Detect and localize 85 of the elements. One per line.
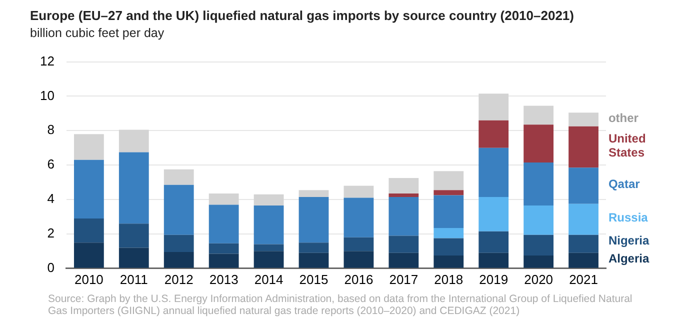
bar: [254, 251, 284, 268]
bar: [478, 94, 509, 120]
bar: [164, 184, 194, 235]
bar: [568, 234, 598, 253]
bar: [524, 124, 554, 163]
bar: [478, 196, 509, 232]
bar: [298, 252, 329, 268]
bar: [74, 160, 104, 218]
bar: [74, 218, 104, 243]
bar: [524, 162, 554, 206]
bar: [164, 252, 194, 268]
y-tick-label: 10: [40, 88, 54, 103]
bar: [568, 252, 598, 268]
bar: [478, 120, 509, 148]
x-tick-label: 2018: [434, 272, 464, 287]
series-label: United States: [608, 131, 646, 160]
bar: [568, 126, 598, 168]
y-tick-label: 6: [47, 156, 54, 172]
x-tick-label: 2020: [524, 272, 554, 287]
bar: [164, 169, 194, 185]
bar: [568, 168, 598, 204]
x-tick-label: 2014: [254, 272, 284, 287]
series-label: Qatar: [608, 177, 640, 192]
bar: [74, 242, 104, 268]
bar: [298, 242, 329, 253]
bar: [254, 206, 284, 244]
bar: [478, 231, 509, 253]
bar: [118, 130, 149, 152]
bar: [434, 255, 464, 268]
bar: [568, 204, 598, 235]
bar: [118, 248, 149, 268]
bar: [344, 186, 374, 198]
y-tick-label: 12: [40, 53, 54, 68]
bar: [208, 204, 239, 244]
bar: [118, 152, 149, 224]
bar: [478, 148, 509, 197]
bar: [388, 252, 419, 268]
bar: [298, 190, 329, 197]
x-tick-label: 2016: [344, 272, 374, 287]
bar: [478, 252, 509, 268]
series-label: Russia: [608, 210, 648, 225]
x-tick-label: 2010: [74, 272, 104, 287]
bar: [524, 234, 554, 256]
bar: [524, 206, 554, 235]
series-label: Algeria: [608, 252, 650, 266]
bar: [434, 238, 464, 256]
bar: [434, 171, 464, 190]
x-tick-label: 2012: [164, 272, 194, 287]
bar: [344, 251, 374, 268]
bar: [344, 237, 374, 252]
y-tick-label: 4: [47, 191, 54, 206]
bar: [434, 195, 464, 228]
bar: [208, 254, 239, 268]
bar: [388, 196, 419, 236]
source-note: Source: Graph by the U.S. Energy Information Administration, based on data from the International Group of Liquefied Natural Gas Importers (GIIGNL) annual liquefied natural gas trade reports (2010–2020) and CEDIGAZ (2021): [48, 293, 634, 317]
y-tick-label: 0: [47, 260, 54, 275]
bar: [298, 196, 329, 243]
x-tick-label: 2019: [479, 272, 508, 287]
bar: [208, 243, 239, 254]
x-tick-label: 2017: [389, 272, 418, 287]
y-tick-label: 8: [47, 122, 54, 138]
y-tick-label: 2: [47, 226, 54, 241]
bar: [254, 244, 284, 252]
bar: [254, 194, 284, 206]
series-label: other: [608, 110, 639, 125]
x-tick-label: 2021: [569, 272, 598, 287]
bar: [568, 112, 598, 126]
bar: [524, 106, 554, 125]
bar: [434, 228, 464, 238]
bar: [74, 134, 104, 160]
bar: [388, 178, 419, 194]
bar: [388, 236, 419, 253]
series-label: Nigeria: [608, 234, 650, 248]
bar: [118, 224, 149, 248]
x-tick-label: 2015: [299, 272, 328, 287]
bar: [388, 194, 419, 197]
bar: [164, 234, 194, 252]
x-tick-label: 2011: [120, 272, 148, 287]
bar: [434, 190, 464, 196]
x-tick-label: 2013: [209, 272, 238, 287]
bar: [208, 194, 239, 205]
chart-title: Europe (EU–27 and the UK) liquefied natural gas imports by source country (2010–2021): [30, 8, 574, 23]
y-axis-title: billion cubic feet per day: [30, 26, 164, 40]
bar: [524, 255, 554, 268]
bar: [344, 198, 374, 238]
